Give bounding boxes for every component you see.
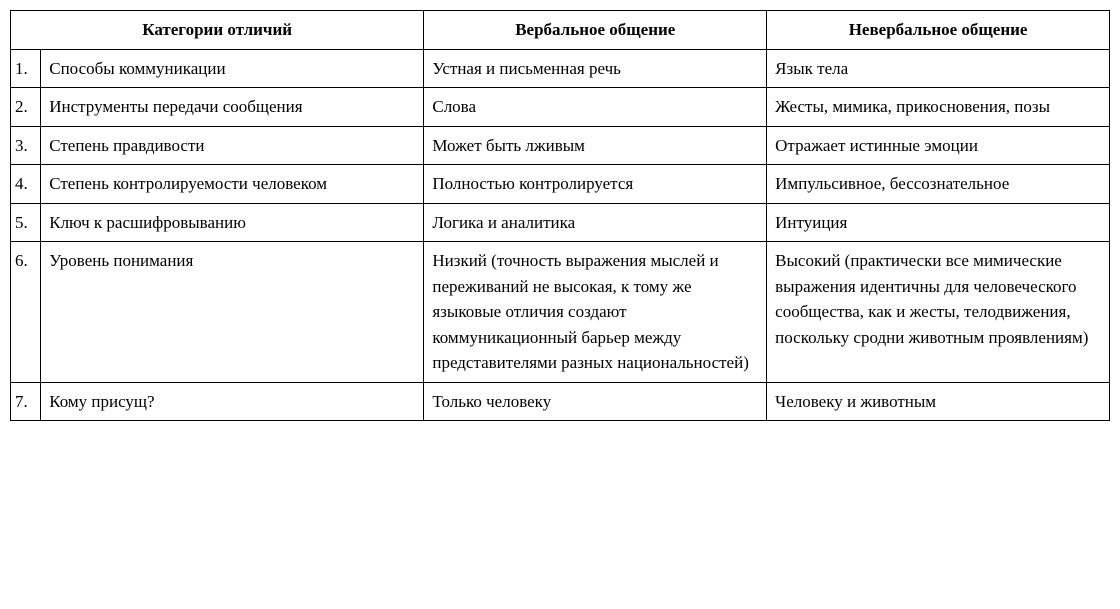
row-category: Ключ к расшифровыванию [41, 203, 424, 242]
header-nonverbal: Невербальное общение [767, 11, 1110, 50]
table-row: 4. Степень контролируемости человеком По… [11, 165, 1110, 204]
table-row: 2. Инструменты передачи сообщения Слова … [11, 88, 1110, 127]
row-nonverbal: Язык тела [767, 49, 1110, 88]
table-row: 3. Степень правдивости Может быть лживым… [11, 126, 1110, 165]
row-verbal: Только человеку [424, 382, 767, 421]
row-category: Степень правдивости [41, 126, 424, 165]
row-verbal: Низкий (точность выражения мыслей и пере… [424, 242, 767, 383]
row-category: Уровень понимания [41, 242, 424, 383]
row-verbal: Логика и аналитика [424, 203, 767, 242]
row-number: 4. [11, 165, 41, 204]
row-verbal: Слова [424, 88, 767, 127]
row-number: 3. [11, 126, 41, 165]
table-row: 1. Способы коммуникации Устная и письмен… [11, 49, 1110, 88]
comparison-table: Категории отличий Вербальное общение Нев… [10, 10, 1110, 421]
table-row: 5. Ключ к расшифровыванию Логика и анали… [11, 203, 1110, 242]
row-number: 1. [11, 49, 41, 88]
row-number: 7. [11, 382, 41, 421]
row-verbal: Может быть лживым [424, 126, 767, 165]
row-number: 2. [11, 88, 41, 127]
row-nonverbal: Высокий (практически все мимические выра… [767, 242, 1110, 383]
table-row: 6. Уровень понимания Низкий (точность вы… [11, 242, 1110, 383]
table-row: 7. Кому присущ? Только человеку Человеку… [11, 382, 1110, 421]
row-nonverbal: Интуиция [767, 203, 1110, 242]
row-nonverbal: Жесты, мимика, прикосновения, позы [767, 88, 1110, 127]
header-categories: Категории отличий [11, 11, 424, 50]
row-category: Кому присущ? [41, 382, 424, 421]
row-number: 5. [11, 203, 41, 242]
row-nonverbal: Импульсивное, бессознательное [767, 165, 1110, 204]
row-nonverbal: Человеку и животным [767, 382, 1110, 421]
row-nonverbal: Отражает истинные эмоции [767, 126, 1110, 165]
row-category: Способы коммуникации [41, 49, 424, 88]
row-verbal: Устная и письменная речь [424, 49, 767, 88]
table-header-row: Категории отличий Вербальное общение Нев… [11, 11, 1110, 50]
row-verbal: Полностью контролируется [424, 165, 767, 204]
row-category: Инструменты передачи сообщения [41, 88, 424, 127]
row-number: 6. [11, 242, 41, 383]
header-verbal: Вербальное общение [424, 11, 767, 50]
row-category: Степень контролируемости человеком [41, 165, 424, 204]
